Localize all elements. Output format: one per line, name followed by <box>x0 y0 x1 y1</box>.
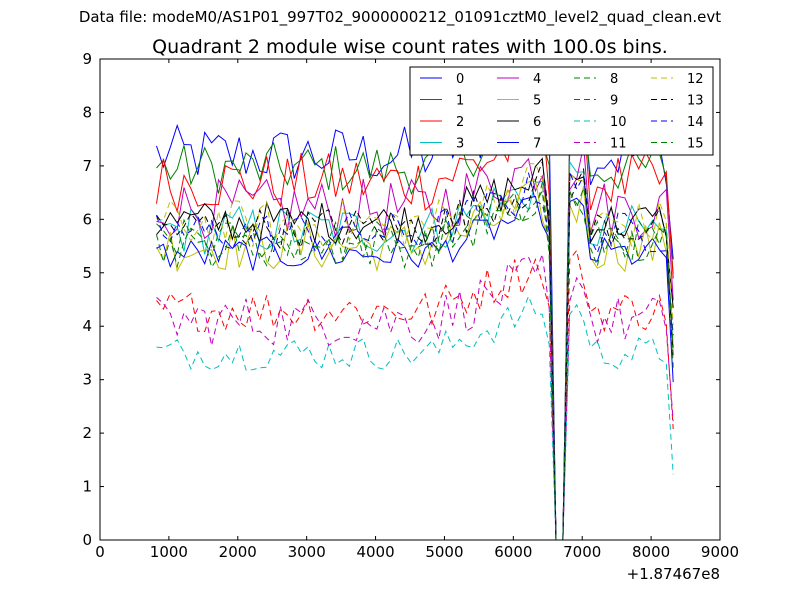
suptitle: Data file: modeM0/AS1P01_997T02_90000002… <box>78 8 722 26</box>
legend-label-4: 4 <box>533 72 541 87</box>
axes-frame <box>99 58 721 541</box>
x-tick-label: 6000 <box>494 543 532 561</box>
series-line-5 <box>156 178 674 540</box>
x-tick-label: 1000 <box>150 543 188 561</box>
series-line-0 <box>156 102 674 540</box>
legend-label-0: 0 <box>456 72 464 87</box>
series-line-15 <box>156 189 674 540</box>
series-line-10 <box>156 295 674 540</box>
series-line-7 <box>156 195 674 540</box>
series-line-9 <box>156 249 674 540</box>
series-line-14 <box>156 172 674 540</box>
legend-label-10: 10 <box>610 115 627 130</box>
y-tick-label: 4 <box>82 317 92 335</box>
legend-label-3: 3 <box>456 137 464 152</box>
legend-label-11: 11 <box>610 137 627 152</box>
legend-label-7: 7 <box>533 137 541 152</box>
series-line-13 <box>156 161 674 540</box>
series-line-8 <box>156 182 674 540</box>
legend-label-12: 12 <box>687 72 704 87</box>
legend-label-13: 13 <box>687 94 704 109</box>
legend-label-9: 9 <box>610 94 618 109</box>
y-tick-label: 9 <box>82 50 92 68</box>
x-tick-label: 2000 <box>219 543 257 561</box>
x-tick-label: 3000 <box>288 543 326 561</box>
x-tick-label: 4000 <box>356 543 394 561</box>
y-tick-label: 0 <box>82 531 92 549</box>
series-line-12 <box>156 162 674 540</box>
x-tick-label: 7000 <box>563 543 601 561</box>
y-tick-label: 1 <box>82 478 92 496</box>
y-tick-label: 5 <box>82 264 92 282</box>
y-tick-label: 7 <box>82 157 92 175</box>
legend-label-1: 1 <box>456 94 464 109</box>
x-offset-label: +1.87467e8 <box>627 565 720 583</box>
legend-label-15: 15 <box>687 137 704 152</box>
x-tick-label: 9000 <box>701 543 739 561</box>
legend-label-5: 5 <box>533 94 541 109</box>
y-tick-label: 8 <box>82 103 92 121</box>
legend-label-6: 6 <box>533 115 541 130</box>
legend-label-2: 2 <box>456 115 464 130</box>
series-line-11 <box>156 254 674 540</box>
chart-title: Quadrant 2 module wise count rates with … <box>152 36 668 58</box>
y-tick-label: 6 <box>82 210 92 228</box>
legend-label-14: 14 <box>687 115 704 130</box>
x-tick-label: 5000 <box>425 543 463 561</box>
x-tick-label: 0 <box>95 543 105 561</box>
series-line-4 <box>156 145 674 540</box>
series-line-3 <box>156 160 674 540</box>
y-tick-label: 3 <box>82 371 92 389</box>
y-tick-label: 2 <box>82 424 92 442</box>
legend-label-8: 8 <box>610 72 618 87</box>
legend-box <box>409 66 714 156</box>
x-tick-label: 8000 <box>632 543 670 561</box>
